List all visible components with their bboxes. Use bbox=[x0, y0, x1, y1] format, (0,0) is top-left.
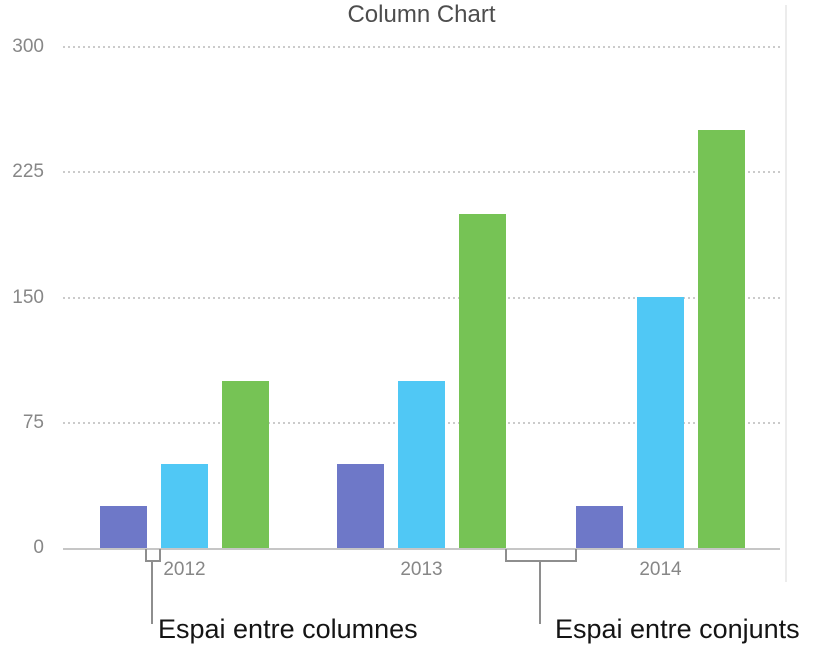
bar-2014-series-1 bbox=[576, 506, 623, 548]
set-gap-bracket bbox=[505, 549, 577, 562]
column-gap-label: Espai entre columnes bbox=[158, 614, 418, 644]
bar-2014-series-3 bbox=[698, 130, 745, 548]
gridline-150 bbox=[63, 296, 780, 299]
column-gap-callout-line bbox=[151, 560, 153, 624]
gridline-300 bbox=[63, 46, 780, 48]
y-tick-label-300: 300 bbox=[12, 36, 44, 57]
bar-2013-series-1 bbox=[337, 464, 384, 548]
bar-2012-series-2 bbox=[161, 464, 208, 548]
set-gap-callout-line bbox=[539, 560, 541, 624]
x-tick-label-2013: 2013 bbox=[400, 559, 443, 580]
y-tick-label-150: 150 bbox=[12, 286, 44, 308]
plot-right-border bbox=[785, 5, 787, 582]
y-tick-label-0: 0 bbox=[33, 537, 44, 558]
bar-2012-series-1 bbox=[100, 506, 147, 548]
chart-title: Column Chart bbox=[347, 1, 496, 28]
x-tick-label-2012: 2012 bbox=[163, 559, 206, 580]
bar-2012-series-3 bbox=[222, 381, 269, 548]
x-axis-line bbox=[63, 548, 780, 550]
x-tick-label-2014: 2014 bbox=[639, 559, 682, 580]
bar-2014-series-2 bbox=[637, 297, 684, 548]
y-tick-label-75: 75 bbox=[22, 411, 44, 433]
bar-2013-series-3 bbox=[459, 214, 506, 548]
column-gap-bracket bbox=[145, 549, 161, 562]
y-tick-label-225: 225 bbox=[12, 161, 44, 183]
gridline-225 bbox=[63, 171, 780, 174]
set-gap-label: Espai entre conjunts bbox=[555, 614, 800, 644]
bar-2013-series-2 bbox=[398, 381, 445, 548]
